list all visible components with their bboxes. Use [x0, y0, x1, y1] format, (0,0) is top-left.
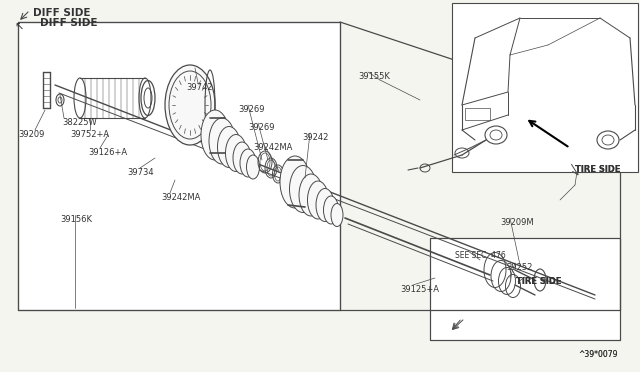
Text: 39752+A: 39752+A — [70, 130, 109, 139]
Ellipse shape — [331, 203, 343, 227]
Text: 39126+A: 39126+A — [88, 148, 127, 157]
Polygon shape — [452, 3, 638, 172]
Ellipse shape — [280, 156, 310, 208]
Text: ^39*0079: ^39*0079 — [578, 350, 618, 359]
Text: SEE SEC. 476: SEE SEC. 476 — [455, 251, 506, 260]
Ellipse shape — [323, 196, 339, 224]
Ellipse shape — [240, 149, 256, 177]
Polygon shape — [18, 22, 340, 310]
Ellipse shape — [289, 166, 317, 212]
Ellipse shape — [218, 126, 241, 167]
Ellipse shape — [246, 155, 259, 179]
Ellipse shape — [201, 110, 229, 160]
Text: 39269: 39269 — [238, 105, 264, 114]
Text: 39209: 39209 — [18, 130, 44, 139]
Ellipse shape — [299, 174, 323, 216]
Text: TIRE SIDE: TIRE SIDE — [575, 165, 621, 174]
Ellipse shape — [307, 181, 328, 219]
Text: TIRE SIDE: TIRE SIDE — [575, 165, 621, 174]
Text: 39125+A: 39125+A — [400, 285, 439, 294]
Text: 39734: 39734 — [127, 168, 154, 177]
Text: TIRE SIDE: TIRE SIDE — [516, 277, 561, 286]
Text: 38225W: 38225W — [62, 118, 97, 127]
Ellipse shape — [165, 65, 215, 145]
Text: ^39*0079: ^39*0079 — [578, 350, 618, 359]
Text: 39155K: 39155K — [358, 72, 390, 81]
Text: DIFF SIDE: DIFF SIDE — [33, 8, 90, 18]
Text: 39242: 39242 — [302, 133, 328, 142]
Text: 39242MA: 39242MA — [161, 193, 200, 202]
Text: 39242MA: 39242MA — [253, 143, 292, 152]
Ellipse shape — [225, 135, 246, 171]
Polygon shape — [430, 238, 620, 340]
Text: 39252: 39252 — [506, 263, 532, 272]
Ellipse shape — [233, 142, 251, 174]
Text: 39156K: 39156K — [60, 215, 92, 224]
Text: 39742: 39742 — [186, 83, 212, 92]
Ellipse shape — [316, 189, 334, 221]
Text: TIRE SIDE: TIRE SIDE — [516, 277, 561, 286]
Ellipse shape — [209, 118, 235, 164]
Text: ↖: ↖ — [14, 23, 24, 33]
Text: 39209M: 39209M — [500, 218, 534, 227]
Text: 39269: 39269 — [248, 123, 275, 132]
Text: DIFF SIDE: DIFF SIDE — [40, 18, 97, 28]
